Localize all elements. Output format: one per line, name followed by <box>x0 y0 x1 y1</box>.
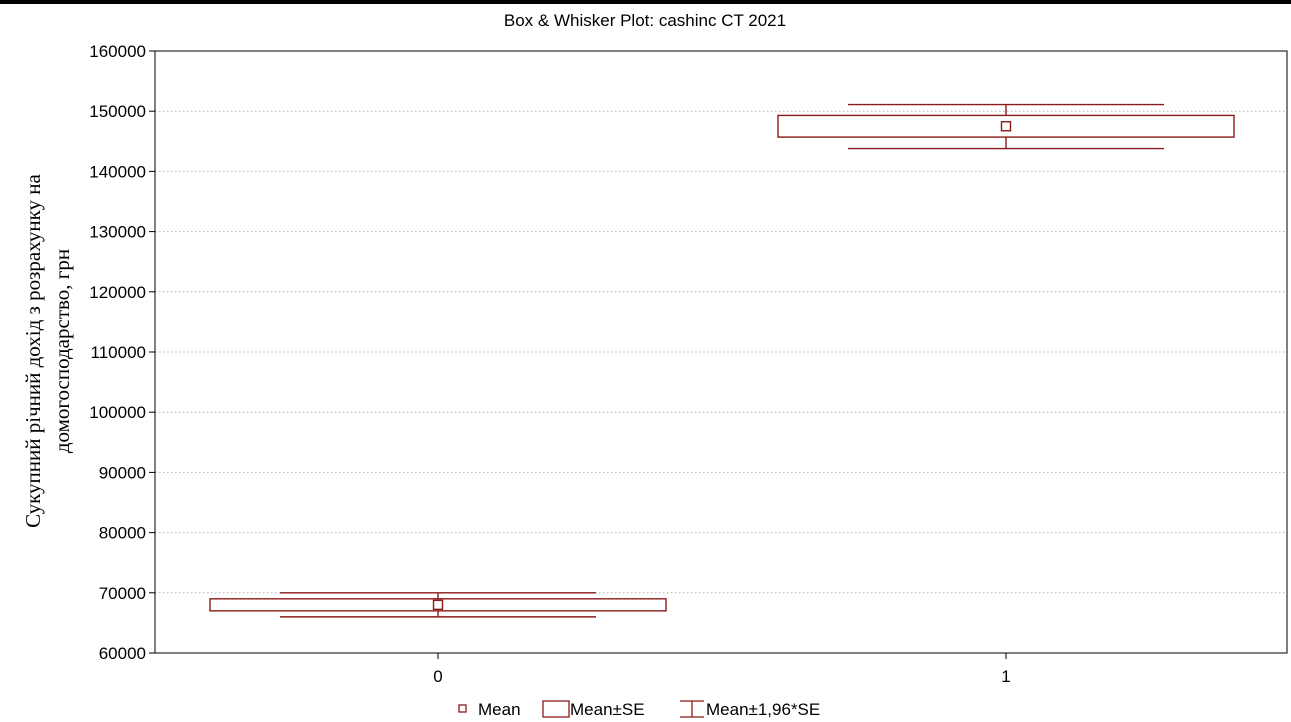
y-tick-label: 130000 <box>89 223 146 242</box>
y-tick-label: 90000 <box>99 463 146 482</box>
legend-ci-marker <box>680 700 704 718</box>
se-box <box>777 114 1235 138</box>
y-axis-label-line-1: Сукупний річний дохід з розрахунку на <box>21 173 45 527</box>
mean-marker <box>432 599 444 611</box>
legend-mean-label: Mean <box>478 700 521 719</box>
box-group-0 <box>209 592 667 618</box>
x-tick-label: 0 <box>433 667 442 686</box>
y-tick-label: 140000 <box>89 162 146 181</box>
plot-area-frame <box>154 50 1288 654</box>
mean-marker <box>1000 121 1012 132</box>
chart-title: Box & Whisker Plot: cashinc CT 2021 <box>504 11 786 30</box>
top-border <box>0 0 1291 4</box>
y-tick-label: 150000 <box>89 102 146 121</box>
y-tick-label: 120000 <box>89 283 146 302</box>
y-tick-label: 160000 <box>89 42 146 61</box>
y-axis-label: Сукупний річний дохід з розрахунку на до… <box>21 173 74 527</box>
y-axis-ticks: 60000 70000 80000 90000 100000 110000 120000 13… <box>89 42 155 663</box>
y-tick-label: 70000 <box>99 584 146 603</box>
y-axis-label-line-2: домогосподарство, грн <box>50 249 74 453</box>
y-tick-label: 110000 <box>91 343 146 362</box>
se-box <box>209 598 667 612</box>
legend-se-label: Mean±SE <box>570 700 645 719</box>
legend-se-marker <box>542 700 570 718</box>
y-tick-label: 80000 <box>99 524 146 543</box>
box-group-1 <box>777 103 1235 150</box>
legend-ci-label: Mean±1,96*SE <box>706 700 820 719</box>
y-tick-label: 100000 <box>89 403 146 422</box>
legend-mean-marker <box>458 704 467 713</box>
y-tick-label: 60000 <box>99 644 146 663</box>
x-tick-label: 1 <box>1001 667 1010 686</box>
legend: Mean Mean±SE Mean±1,96*SE <box>458 700 820 719</box>
plot-marks <box>209 103 1235 618</box>
grid-lines <box>155 110 1287 594</box>
